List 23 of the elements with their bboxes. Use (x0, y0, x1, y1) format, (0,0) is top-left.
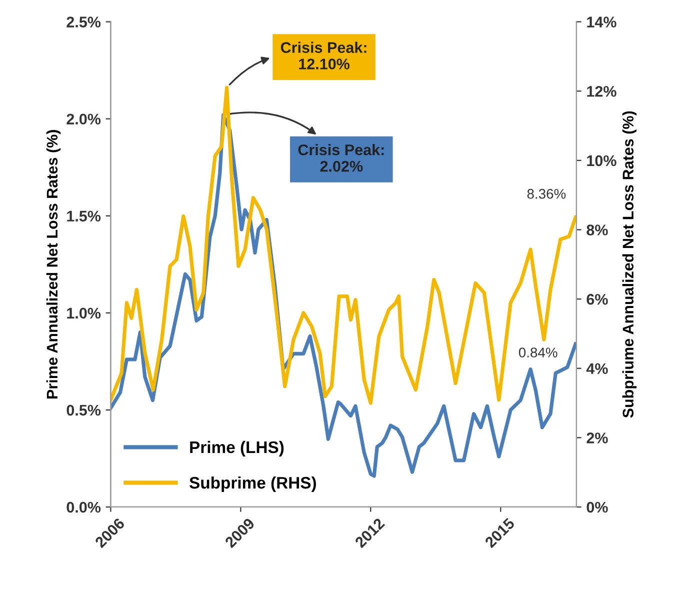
y2-tick-label: 4% (586, 363, 608, 374)
y2-tick-label: 12% (587, 86, 616, 97)
y-tick-label: 0.0% (66, 502, 101, 513)
y-tick-label: 1.0% (67, 308, 101, 319)
y-tick-label: 0.5% (66, 404, 101, 416)
y2-axis-title: Subpriume Annualized Net Loss Rates (%) (622, 111, 637, 418)
y-tick-label: 2.0% (66, 114, 101, 125)
y2-tick-label: 14% (587, 16, 616, 28)
y-tick-label: 2.5% (66, 16, 101, 28)
y2-tick-label: 2% (586, 432, 608, 444)
legend-label: Subprime (RHS) (190, 476, 316, 492)
y2-tick-label: 8% (586, 224, 608, 236)
y2-tick-label: 0% (586, 502, 608, 513)
y2-tick-label: 10% (587, 155, 616, 166)
legend-label: Prime (LHS) (190, 440, 284, 456)
y-tick-label: 1.5% (67, 210, 101, 222)
data-label: Crisis Peak: 12.10% (280, 42, 366, 70)
data-label: Crisis Peak: 2.02% (298, 144, 384, 172)
data-label: 0.84% (518, 348, 558, 358)
line-series (110, 86, 576, 405)
y2-tick-label: 6% (586, 294, 608, 305)
y-axis-title: Prime Annualized Net Loss Rates (%) (46, 130, 61, 398)
data-label: 8.36% (527, 188, 566, 199)
